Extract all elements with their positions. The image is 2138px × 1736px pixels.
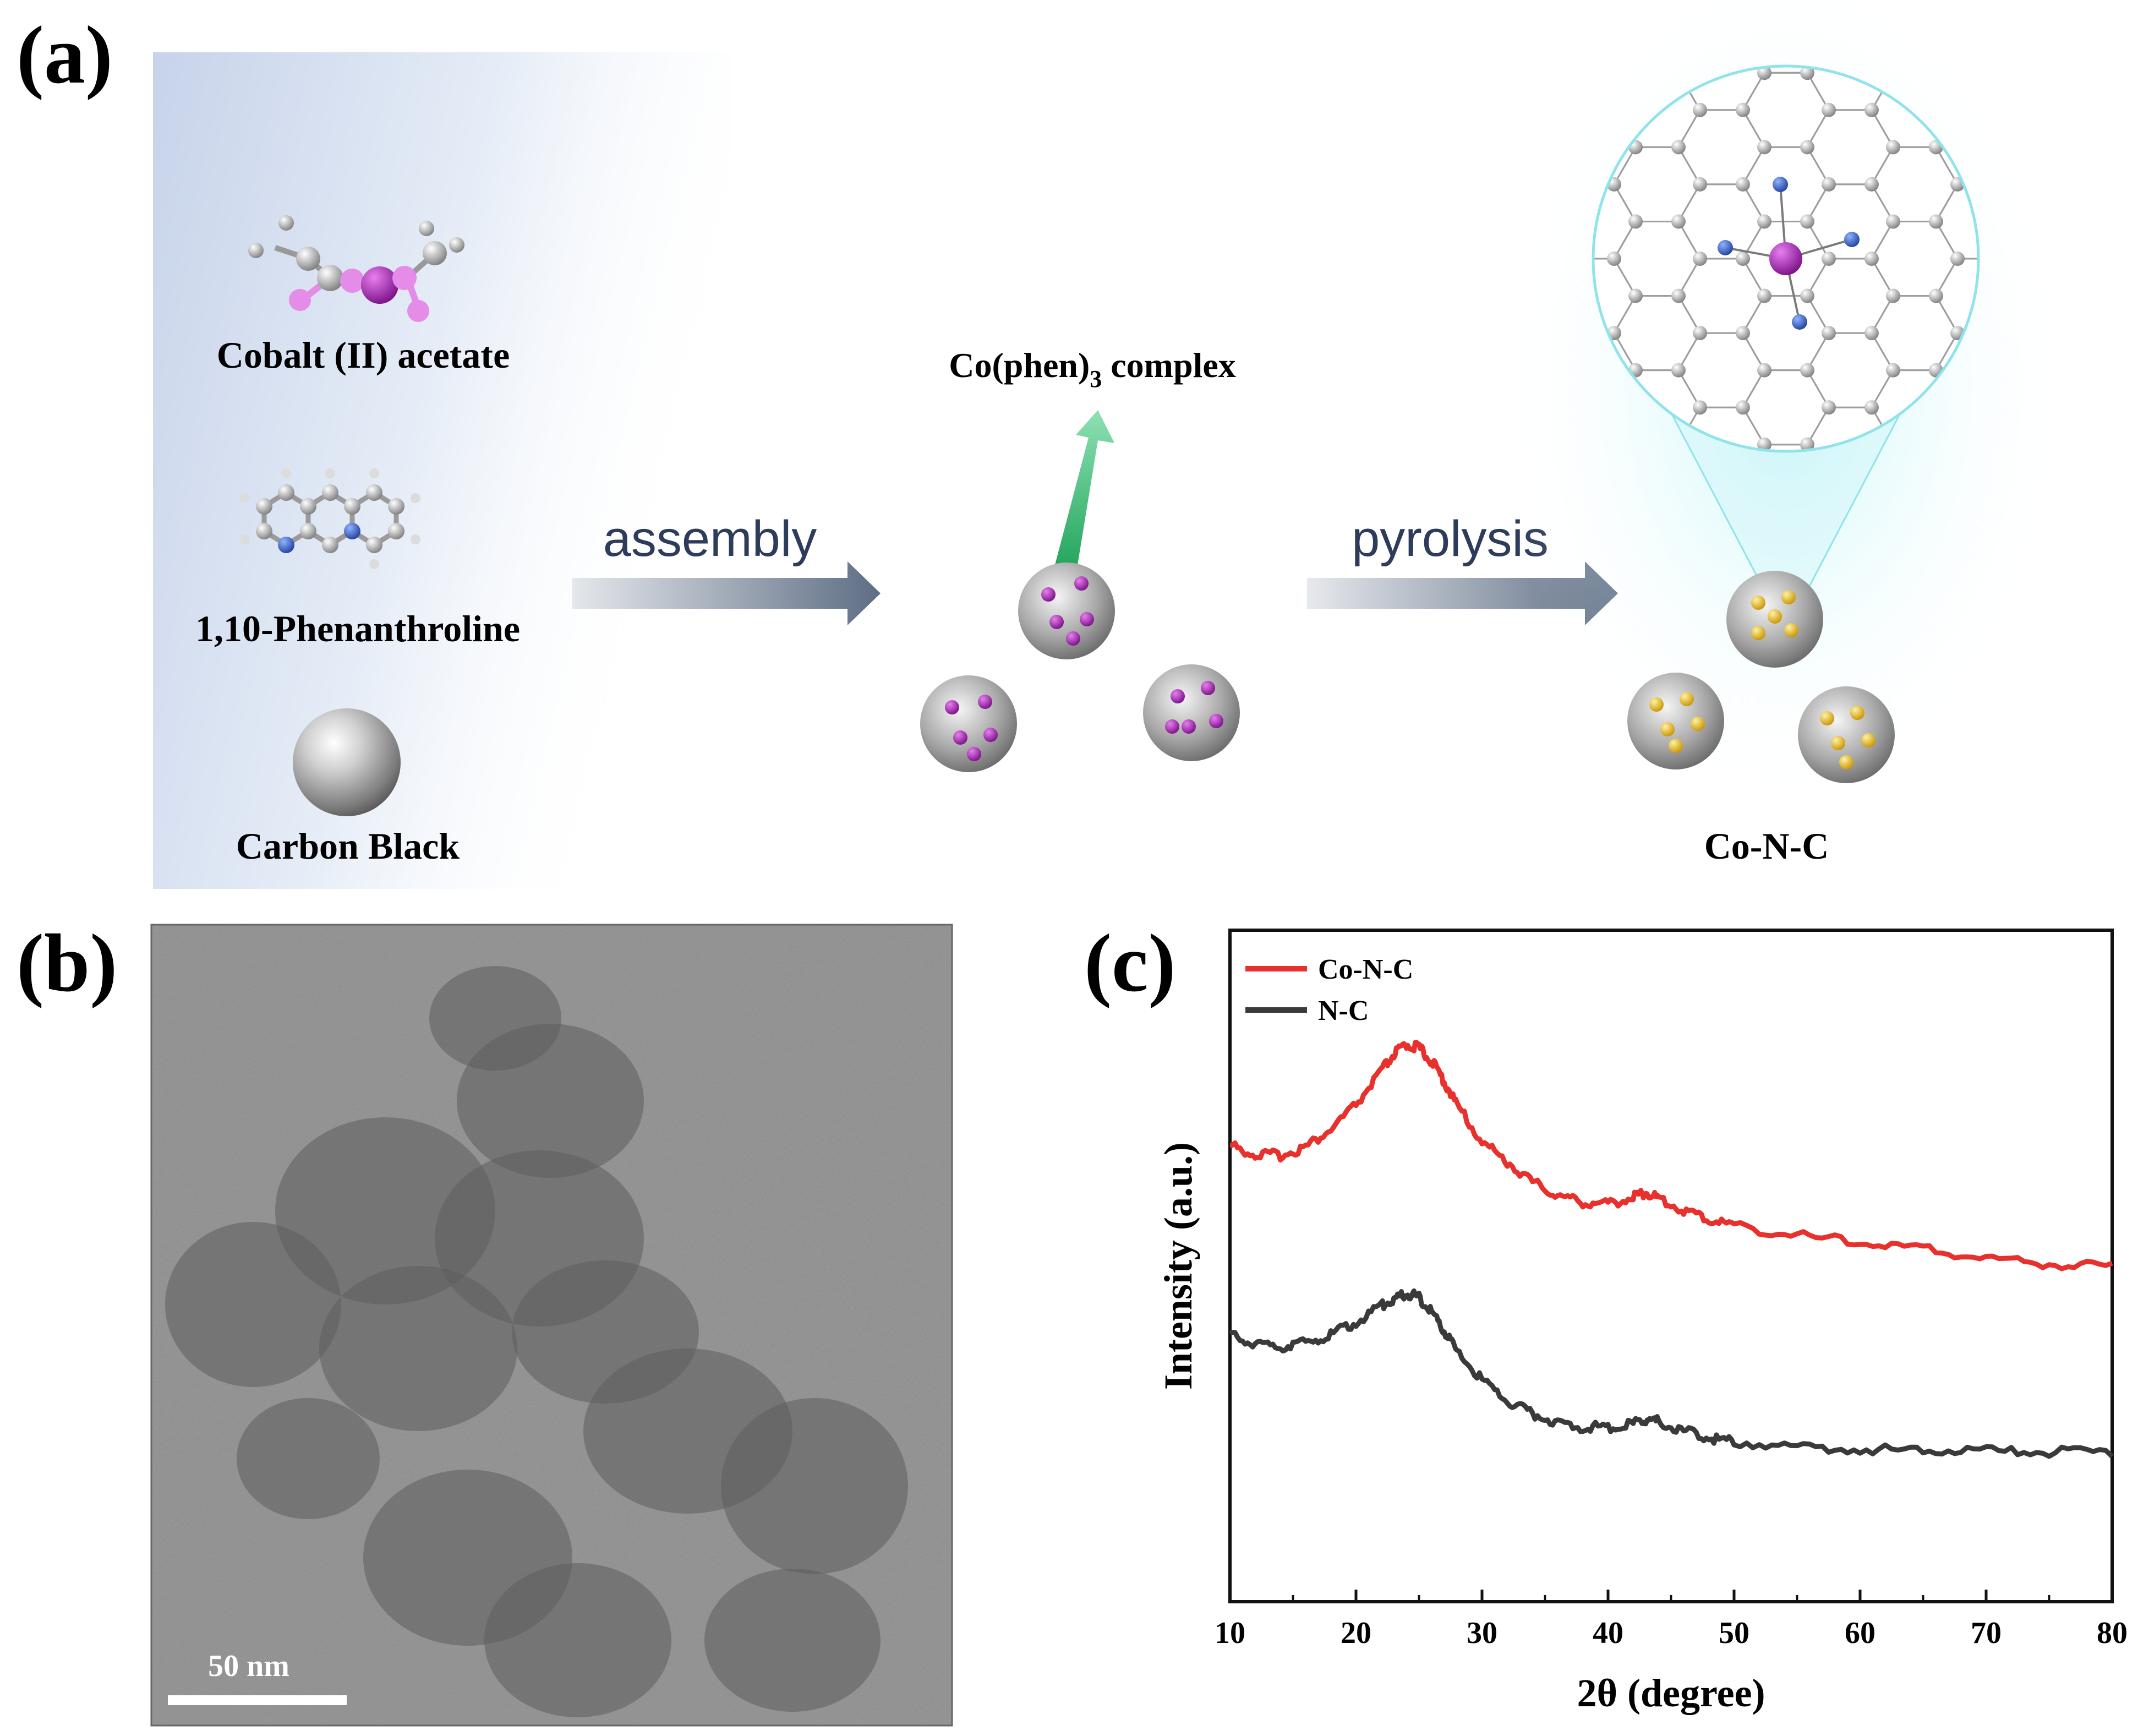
reagent-carbon-black: Carbon Black xyxy=(236,825,460,867)
x-axis-label: 2θ (degree) xyxy=(1577,1671,1765,1715)
assembled-particles xyxy=(920,563,1240,772)
series-line-co-n-c xyxy=(1229,1040,2113,1271)
assembled-particle-top xyxy=(1018,563,1115,659)
y-axis-label: Intensity (a.u.) xyxy=(1156,1142,1200,1390)
co-n-c-particles xyxy=(1627,571,1895,783)
complex-pointer-arrow xyxy=(1052,410,1114,575)
product-particle-right xyxy=(1798,686,1895,783)
plot-frame xyxy=(1228,929,2114,1603)
xrd-chart: 10 20 30 40 50 60 70 80 2θ (degree) Intensity (a.… xyxy=(1156,929,2128,1715)
product-label: Co-N-C xyxy=(1704,825,1829,867)
tem-frame xyxy=(150,924,953,1727)
legend-label: N-C xyxy=(1318,995,1369,1027)
series-line-n-c xyxy=(1229,1288,2114,1459)
x-tick-label: 10 xyxy=(1215,1616,1245,1650)
x-tick-label: 50 xyxy=(1719,1616,1749,1650)
x-tick-label: 40 xyxy=(1593,1616,1623,1650)
phenanthroline-atoms xyxy=(240,468,420,569)
x-tick-label: 20 xyxy=(1341,1616,1371,1650)
panel-b-label: (b) xyxy=(17,918,117,1009)
x-tick-label: 80 xyxy=(2097,1616,2128,1650)
assembled-particle-right xyxy=(1143,664,1240,761)
reagent-phenanthroline: 1,10-Phenanthroline xyxy=(195,608,520,649)
legend-label: Co-N-C xyxy=(1318,954,1413,985)
scale-bar xyxy=(168,1695,347,1705)
tem-image xyxy=(151,925,952,1726)
reagent-cobalt-acetate: Cobalt (II) acetate xyxy=(217,334,510,376)
complex-label: Co(phen)3 complex xyxy=(949,346,1236,392)
assembly-label: assembly xyxy=(603,511,817,567)
assembled-particle-left xyxy=(920,675,1017,772)
carbon-black-sphere xyxy=(293,708,401,816)
product-particle-top xyxy=(1726,571,1823,668)
scale-bar-label: 50 nm xyxy=(208,1649,289,1683)
x-tick-label: 60 xyxy=(1845,1616,1875,1650)
product-particle-left xyxy=(1627,673,1724,769)
assembly-arrow xyxy=(572,561,881,625)
panel-c-label: (c) xyxy=(1084,918,1175,1009)
reagent-background xyxy=(153,52,731,889)
x-tick-label: 70 xyxy=(1971,1616,2002,1650)
co-n4-lattice-lens xyxy=(1592,64,1980,453)
panel-a-label: (a) xyxy=(17,9,113,101)
cobalt-acetate-molecule xyxy=(248,215,464,322)
pyrolysis-arrow xyxy=(1307,561,1618,625)
x-tick-label: 30 xyxy=(1467,1616,1497,1650)
